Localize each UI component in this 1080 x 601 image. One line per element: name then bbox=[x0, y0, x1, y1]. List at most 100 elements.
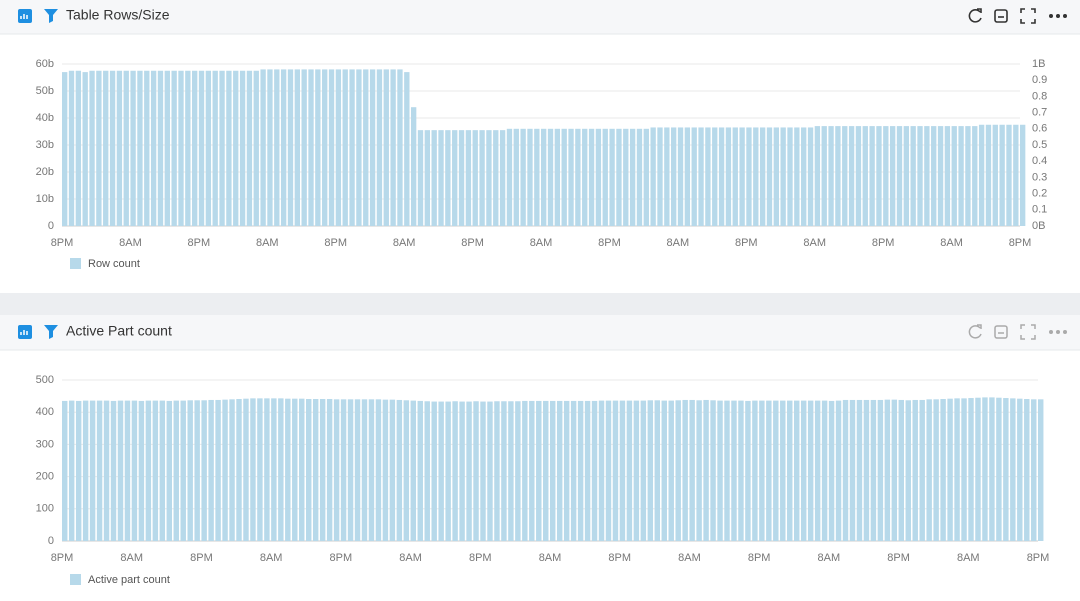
bar bbox=[222, 399, 228, 541]
bar bbox=[354, 399, 361, 541]
bar bbox=[698, 127, 704, 226]
bar bbox=[675, 400, 681, 541]
filter-icon[interactable] bbox=[44, 9, 58, 23]
bar bbox=[145, 400, 152, 541]
bar bbox=[459, 401, 465, 541]
bar bbox=[905, 400, 911, 541]
filter-icon[interactable] bbox=[44, 325, 58, 339]
bar bbox=[173, 400, 179, 541]
bar bbox=[466, 401, 472, 541]
bar bbox=[166, 400, 173, 541]
bar bbox=[215, 399, 221, 541]
bar bbox=[312, 398, 319, 541]
x-tick-label: 8AM bbox=[678, 552, 701, 564]
bar bbox=[369, 69, 376, 227]
bar bbox=[326, 398, 333, 541]
bar bbox=[246, 70, 253, 226]
legend-swatch bbox=[70, 258, 81, 269]
more-button[interactable] bbox=[1049, 330, 1067, 334]
bar bbox=[926, 399, 932, 541]
panel-header bbox=[0, 0, 1080, 34]
bar bbox=[752, 400, 758, 541]
bar bbox=[561, 128, 567, 226]
bar bbox=[264, 398, 270, 541]
bar bbox=[835, 126, 841, 226]
bar bbox=[912, 399, 918, 541]
refresh-button[interactable] bbox=[968, 8, 982, 23]
bar bbox=[390, 69, 396, 227]
bar bbox=[855, 126, 862, 226]
bar bbox=[185, 70, 191, 226]
bar bbox=[856, 399, 863, 541]
x-tick-label: 8PM bbox=[330, 552, 353, 564]
refresh-button[interactable] bbox=[968, 324, 982, 339]
bar bbox=[619, 400, 626, 541]
bar bbox=[705, 127, 711, 226]
chart-icon-glyph bbox=[20, 14, 28, 19]
chart-icon[interactable] bbox=[18, 9, 32, 23]
bar bbox=[424, 401, 430, 541]
bar bbox=[157, 70, 164, 226]
bar bbox=[780, 127, 786, 226]
bar bbox=[527, 128, 533, 226]
bar bbox=[103, 70, 109, 226]
bar bbox=[684, 127, 691, 226]
y2-tick-label: 0.2 bbox=[1032, 188, 1047, 200]
bar bbox=[110, 400, 117, 541]
bar bbox=[322, 69, 328, 227]
fullscreen-button[interactable] bbox=[1020, 324, 1036, 340]
panel: Active Part count 0 100 200 300 400 500 Active… bbox=[0, 315, 1080, 601]
bar bbox=[278, 398, 284, 541]
bar bbox=[410, 400, 417, 541]
bar bbox=[999, 124, 1005, 226]
bar bbox=[640, 400, 647, 541]
bar bbox=[842, 126, 848, 226]
bar bbox=[192, 70, 198, 226]
bar bbox=[598, 400, 605, 541]
bar bbox=[759, 127, 766, 226]
minimize-button[interactable] bbox=[994, 325, 1008, 339]
bar bbox=[397, 69, 403, 227]
bar bbox=[171, 70, 177, 226]
y2-tick-label: 0.5 bbox=[1032, 139, 1047, 151]
bar bbox=[773, 127, 779, 226]
bar bbox=[710, 400, 716, 541]
bar bbox=[342, 69, 348, 227]
bar bbox=[219, 70, 225, 226]
y2-tick-label: 0.8 bbox=[1032, 90, 1047, 102]
bar bbox=[424, 130, 431, 226]
bar bbox=[940, 398, 946, 541]
bar bbox=[968, 398, 974, 541]
y-tick-label: 30b bbox=[36, 139, 54, 151]
fullscreen-button[interactable] bbox=[1020, 8, 1036, 24]
bar bbox=[717, 400, 723, 541]
bar bbox=[612, 400, 619, 541]
bar bbox=[961, 398, 967, 541]
bar bbox=[299, 398, 305, 541]
bar bbox=[575, 128, 581, 226]
minimize-button[interactable] bbox=[994, 9, 1008, 23]
chart-icon[interactable] bbox=[18, 325, 32, 339]
bar bbox=[499, 130, 506, 226]
x-tick-label: 8AM bbox=[260, 552, 283, 564]
y2-tick-label: 0.4 bbox=[1032, 155, 1047, 167]
x-tick-label: 8PM bbox=[51, 237, 74, 249]
y-tick-label: 10b bbox=[36, 193, 54, 205]
bar bbox=[609, 128, 615, 226]
bar bbox=[724, 400, 730, 541]
bar bbox=[626, 400, 633, 541]
bar bbox=[671, 127, 677, 226]
bar bbox=[267, 69, 273, 227]
bar bbox=[884, 399, 891, 541]
bar bbox=[602, 128, 608, 226]
bar bbox=[187, 400, 193, 541]
bar bbox=[933, 399, 939, 541]
x-tick-label: 8PM bbox=[1009, 237, 1032, 249]
more-button[interactable] bbox=[1049, 14, 1067, 18]
bar bbox=[746, 127, 752, 226]
x-tick-label: 8PM bbox=[190, 552, 213, 564]
bar bbox=[1010, 398, 1016, 541]
bar bbox=[452, 130, 458, 226]
bar bbox=[260, 69, 266, 227]
bar bbox=[520, 128, 526, 226]
